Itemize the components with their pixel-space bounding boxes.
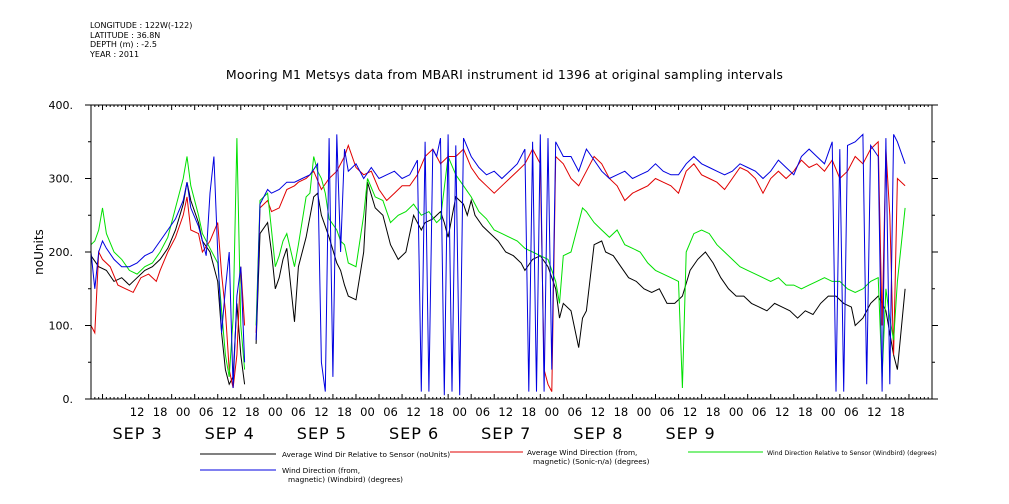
series-line-1: [90, 182, 906, 386]
x-hour-label: 12: [591, 405, 606, 419]
year-label: YEAR : 2011: [90, 49, 140, 59]
x-hour-label: 12: [683, 405, 698, 419]
legend-label-line: Average Wind Dir Relative to Sensor (noU…: [282, 450, 450, 459]
x-hour-label: 18: [798, 405, 813, 419]
legend-label-line: Wind Direction Relative to Sensor (Windb…: [767, 450, 937, 457]
x-hour-label: 06: [199, 405, 214, 419]
x-hour-label: 18: [153, 405, 168, 419]
x-hour-label: 00: [729, 405, 744, 419]
y-tick-label: 200.: [49, 246, 74, 259]
legend-label-line: magnetic) (Windbird) (degrees): [288, 475, 403, 484]
x-hour-label: 06: [383, 405, 398, 419]
x-hour-label: 12: [130, 405, 145, 419]
x-hour-label: 00: [176, 405, 191, 419]
depth-label: DEPTH (m) : -2.5: [90, 40, 157, 49]
x-day-label: SEP 4: [205, 424, 255, 443]
metadata-block: LONGITUDE : 122W(-122) LATITUDE : 36.8N …: [90, 21, 192, 59]
x-day-label: SEP 9: [665, 424, 715, 443]
y-tick-label: 400.: [49, 99, 74, 112]
series-line-3: [90, 138, 906, 389]
legend-label-4: Wind Direction (from, magnetic) (Windbird…: [282, 466, 403, 484]
x-hour-label: 18: [245, 405, 260, 419]
series-line-2: [90, 140, 906, 392]
x-hour-label: 06: [660, 405, 675, 419]
x-hour-label: 06: [291, 405, 306, 419]
x-hour-label: 00: [637, 405, 652, 419]
x-day-label: SEP 6: [389, 424, 439, 443]
legend: Average Wind Dir Relative to Sensor (noU…: [200, 448, 937, 484]
x-hour-label: 18: [429, 405, 444, 419]
longitude-label: LONGITUDE : 122W(-122): [90, 21, 193, 30]
legend-label-1: Average Wind Dir Relative to Sensor (noU…: [282, 450, 450, 459]
x-hour-label: 12: [222, 405, 237, 419]
x-hour-label: 06: [475, 405, 490, 419]
x-hour-label: 18: [337, 405, 352, 419]
x-hour-label: 00: [545, 405, 560, 419]
x-hour-label: 12: [867, 405, 882, 419]
legend-label-3: Wind Direction Relative to Sensor (Windb…: [767, 450, 937, 457]
legend-label-line: Wind Direction (from,: [282, 466, 360, 475]
axes-layer: 0. 100. 200. 300. 400. noUnits 12 18 00 06 12 18 00 0…: [32, 99, 938, 443]
y-tick-label: 300.: [49, 173, 74, 186]
x-hour-label: 06: [844, 405, 859, 419]
x-hour-label: 12: [775, 405, 790, 419]
x-day-label: SEP 8: [573, 424, 623, 443]
x-hour-label: 18: [614, 405, 629, 419]
x-hour-label: 18: [706, 405, 721, 419]
series-layer: [90, 133, 906, 396]
x-day-label: SEP 5: [297, 424, 347, 443]
y-tick-label: 100.: [49, 320, 74, 333]
y-tick-label: 0.: [63, 393, 74, 406]
x-hour-label: 12: [406, 405, 421, 419]
legend-label-2: Average Wind Direction (from, magnetic) (…: [527, 448, 650, 466]
x-hour-label: 06: [568, 405, 583, 419]
x-hour-label: 00: [268, 405, 283, 419]
x-hour-label: 00: [360, 405, 375, 419]
latitude-label: LATITUDE : 36.8N: [90, 30, 161, 40]
x-day-label: SEP 7: [481, 424, 531, 443]
x-hour-label: 12: [314, 405, 329, 419]
x-hour-label: 00: [452, 405, 467, 419]
x-hour-label: 18: [890, 405, 905, 419]
x-hour-label: 12: [498, 405, 513, 419]
legend-label-line: magnetic) (Sonic-n/a) (degrees): [533, 457, 650, 466]
y-axis-label: noUnits: [32, 229, 46, 275]
x-hour-label: 18: [521, 405, 536, 419]
plot-frame: [90, 104, 933, 400]
x-hour-label: 00: [821, 405, 836, 419]
x-hour-label: 06: [752, 405, 767, 419]
series-line-4: [90, 133, 906, 396]
legend-label-line: Average Wind Direction (from,: [527, 448, 637, 457]
chart-title: Mooring M1 Metsys data from MBARI instru…: [225, 67, 784, 82]
x-day-label: SEP 3: [112, 424, 162, 443]
